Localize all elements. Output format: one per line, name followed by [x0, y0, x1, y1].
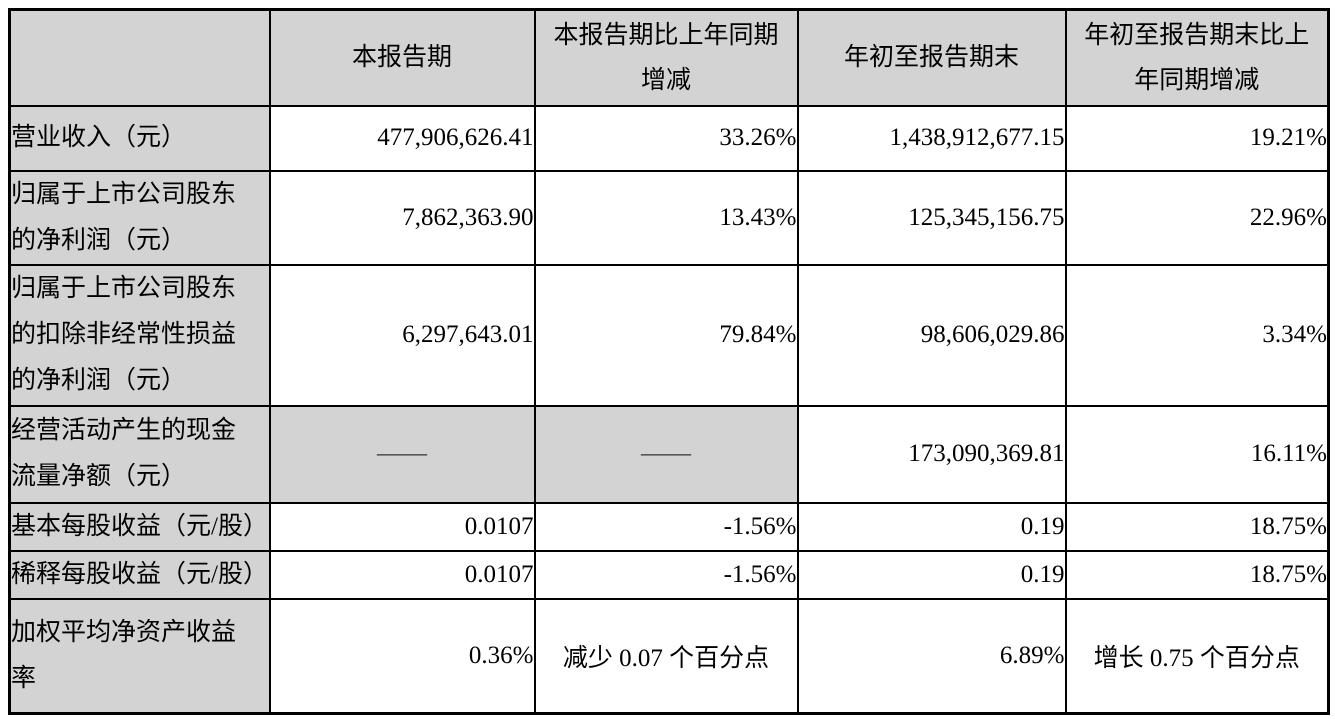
value-cell: 0.36% [268, 597, 536, 715]
value-cell: 477,906,626.41 [268, 104, 536, 172]
row-label: 加权平均净资产收益 率 [8, 597, 271, 715]
header-blank-cell [8, 8, 271, 107]
value-cell: 6.89% [796, 597, 1067, 715]
value-cell: 19.21% [1064, 104, 1330, 172]
value-cell-dash: —— [268, 404, 536, 504]
value-cell: 125,345,156.75 [796, 169, 1067, 266]
table-row-net-profit: 归属于上市公司股东 的净利润（元） 7,862,363.90 13.43% 12… [8, 169, 1330, 266]
value-cell-dash: —— [533, 404, 799, 504]
table-row-operating-cash-flow: 经营活动产生的现金 流量净额（元） —— —— 173,090,369.81 1… [8, 404, 1330, 504]
value-cell: 0.0107 [268, 549, 536, 600]
value-cell: -1.56% [533, 501, 799, 552]
header-row: 本报告期 本报告期比上年同期 增减 年初至报告期末 年初至报告期末比上 年同期增… [8, 8, 1330, 107]
header-current-period: 本报告期 [268, 8, 536, 107]
header-ytd-yoy: 年初至报告期末比上 年同期增减 [1064, 8, 1330, 107]
row-label: 归属于上市公司股东 的扣除非经常性损益 的净利润（元） [8, 263, 271, 407]
header-current-period-yoy: 本报告期比上年同期 增减 [533, 8, 799, 107]
value-cell: 16.11% [1064, 404, 1330, 504]
value-cell: 18.75% [1064, 549, 1330, 600]
table-row-basic-eps: 基本每股收益（元/股） 0.0107 -1.56% 0.19 18.75% [8, 501, 1330, 552]
value-cell: 增长 0.75 个百分点 [1064, 597, 1330, 715]
header-ytd: 年初至报告期末 [796, 8, 1067, 107]
value-cell: 减少 0.07 个百分点 [533, 597, 799, 715]
value-cell: 13.43% [533, 169, 799, 266]
row-label: 基本每股收益（元/股） [8, 501, 271, 552]
value-cell: 79.84% [533, 263, 799, 407]
financial-summary-table-wrap: 本报告期 本报告期比上年同期 增减 年初至报告期末 年初至报告期末比上 年同期增… [8, 8, 1330, 715]
value-cell: 1,438,912,677.15 [796, 104, 1067, 172]
row-label: 营业收入（元） [8, 104, 271, 172]
value-cell: 18.75% [1064, 501, 1330, 552]
row-label: 经营活动产生的现金 流量净额（元） [8, 404, 271, 504]
value-cell: -1.56% [533, 549, 799, 600]
value-cell: 0.0107 [268, 501, 536, 552]
value-cell: 6,297,643.01 [268, 263, 536, 407]
value-cell: 98,606,029.86 [796, 263, 1067, 407]
row-label: 归属于上市公司股东 的净利润（元） [8, 169, 271, 266]
row-label: 稀释每股收益（元/股） [8, 549, 271, 600]
financial-summary-table: 本报告期 本报告期比上年同期 增减 年初至报告期末 年初至报告期末比上 年同期增… [8, 8, 1330, 715]
value-cell: 0.19 [796, 549, 1067, 600]
table-row-diluted-eps: 稀释每股收益（元/股） 0.0107 -1.56% 0.19 18.75% [8, 549, 1330, 600]
value-cell: 22.96% [1064, 169, 1330, 266]
value-cell: 3.34% [1064, 263, 1330, 407]
table-row-operating-revenue: 营业收入（元） 477,906,626.41 33.26% 1,438,912,… [8, 104, 1330, 172]
value-cell: 173,090,369.81 [796, 404, 1067, 504]
table-row-weighted-avg-roe: 加权平均净资产收益 率 0.36% 减少 0.07 个百分点 6.89% 增长 … [8, 597, 1330, 715]
value-cell: 0.19 [796, 501, 1067, 552]
value-cell: 7,862,363.90 [268, 169, 536, 266]
value-cell: 33.26% [533, 104, 799, 172]
table-row-net-profit-excl-nonrecurring: 归属于上市公司股东 的扣除非经常性损益 的净利润（元） 6,297,643.01… [8, 263, 1330, 407]
